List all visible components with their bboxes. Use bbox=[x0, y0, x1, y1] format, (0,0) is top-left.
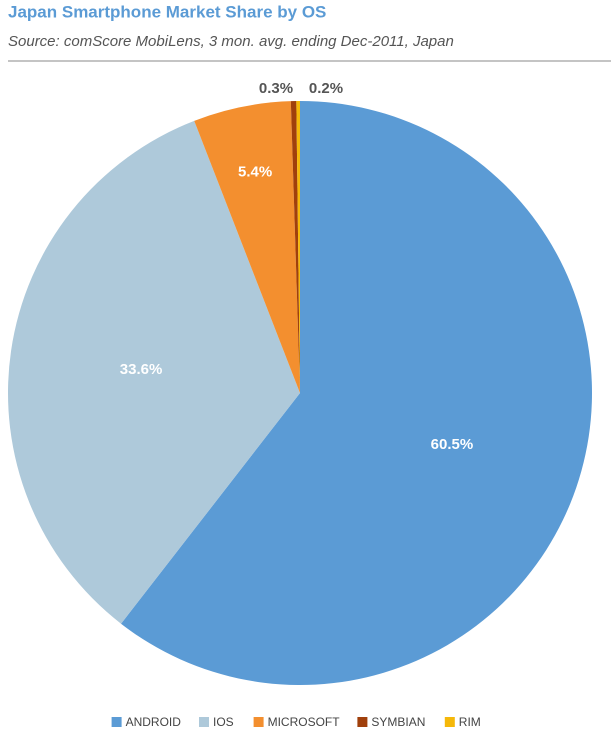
legend-label: MICROSOFT bbox=[268, 715, 341, 729]
legend-swatch bbox=[253, 717, 264, 727]
legend-swatch bbox=[444, 717, 455, 727]
legend-swatch bbox=[357, 717, 368, 727]
data-label: 60.5% bbox=[431, 436, 474, 453]
legend-swatch bbox=[199, 717, 209, 727]
pie-slice bbox=[8, 120, 301, 624]
legend-swatch bbox=[111, 717, 122, 727]
data-label: 5.4% bbox=[238, 164, 272, 181]
data-label: 0.3% bbox=[259, 80, 293, 97]
pie-slice bbox=[121, 101, 592, 685]
chart-title: Japan Smartphone Market Share by OS bbox=[8, 2, 326, 21]
legend-label: RIM bbox=[459, 715, 481, 729]
legend-label: ANDROID bbox=[126, 715, 182, 729]
pie-slice bbox=[290, 101, 300, 393]
chart-subtitle: Source: comScore MobiLens, 3 mon. avg. e… bbox=[8, 33, 454, 50]
data-label: 0.2% bbox=[309, 80, 343, 97]
data-label: 33.6% bbox=[120, 361, 163, 378]
legend-label: IOS bbox=[213, 715, 234, 729]
legend-label: SYMBIAN bbox=[371, 715, 425, 729]
pie-slice bbox=[194, 101, 300, 394]
pie-slice bbox=[296, 101, 300, 393]
